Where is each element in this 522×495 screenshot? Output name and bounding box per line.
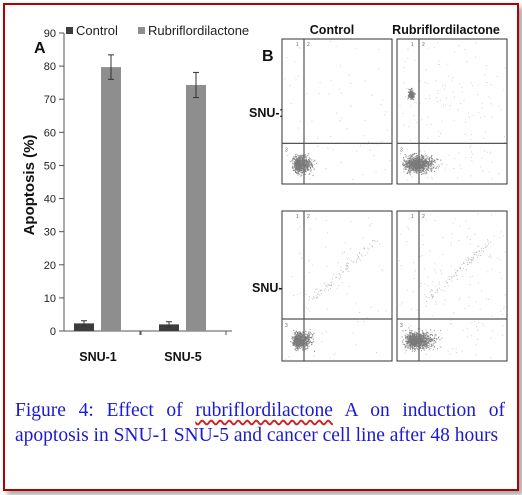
- legend-label-rubriflordilactone: Rubriflordilactone: [148, 23, 249, 38]
- y-tick-label: 40: [44, 194, 56, 206]
- panel-label-a: A: [34, 40, 46, 57]
- caption-rest: A on induction of apoptosis in SNU-1 SNU…: [15, 400, 505, 446]
- row-label-snu1: SNU-1: [249, 106, 287, 120]
- bar-control-snu-1: [74, 323, 94, 331]
- legend-label-control: Control: [76, 23, 118, 38]
- error-bar: [108, 54, 114, 80]
- y-tick-label: 70: [44, 94, 56, 106]
- row-label-snu5: SNU-5: [252, 281, 290, 295]
- quadrant-label: 2: [422, 42, 425, 48]
- column-header-control: Control: [310, 23, 354, 37]
- y-tick-label: 90: [44, 28, 56, 40]
- dot-plot-snu-5-rubriflordilactone: 1 2 3: [396, 210, 508, 362]
- y-tick-label: 20: [44, 260, 56, 272]
- quadrant-label: 1: [411, 214, 414, 220]
- quadrant-label: 2: [307, 42, 310, 48]
- y-tick-label: 80: [44, 61, 56, 73]
- quadrant-label: 2: [307, 214, 310, 220]
- quadrant-label: 2: [422, 214, 425, 220]
- caption-compound: rubriflordilactone: [195, 400, 333, 421]
- x-tick-label-snu-1: SNU-1: [79, 350, 117, 364]
- y-axis-label: Apoptosis (%): [21, 135, 38, 236]
- quadrant-label: 3: [400, 147, 403, 153]
- legend-swatch-rubriflordilactone: [138, 27, 145, 34]
- dot-plot-snu-1-rubriflordilactone: 1 2 3: [396, 38, 508, 185]
- column-header-rubriflordilactone: Rubriflordilactone: [392, 23, 500, 37]
- y-tick-label: 30: [44, 227, 56, 239]
- y-tick-label: 10: [44, 293, 56, 305]
- x-tick-label-snu-5: SNU-5: [164, 350, 202, 364]
- quadrant-label: 3: [285, 147, 288, 153]
- event-dots: [399, 213, 506, 359]
- panel-label-b: B: [262, 48, 274, 65]
- dot-plot-snu-5-control: 1 2 3: [281, 210, 393, 362]
- bar-rubriflordilactone-snu-5: [186, 84, 206, 332]
- figure-caption: Figure 4: Effect of rubriflordilactone A…: [15, 398, 505, 448]
- bar-chart: A Control Rubriflordilactone Apoptosis (…: [21, 23, 249, 364]
- quadrant-label: 1: [296, 214, 299, 220]
- legend-swatch-control: [66, 27, 73, 34]
- quadrant-label: 3: [285, 323, 288, 329]
- quadrant-label: 1: [296, 42, 299, 48]
- dot-plot-snu-1-control: 1 2 3: [281, 38, 393, 185]
- caption-prefix: Figure 4: Effect of: [15, 400, 196, 421]
- y-tick-label: 60: [44, 127, 56, 139]
- quadrant-label: 3: [400, 323, 403, 329]
- event-dots: [399, 42, 506, 181]
- event-dots: [285, 217, 387, 360]
- error-bar: [81, 320, 87, 327]
- flow-cytometry-panel: B Control Rubriflordilactone SNU-1 SNU-5…: [249, 23, 508, 362]
- y-tick-label: 0: [50, 326, 56, 338]
- error-bar: [193, 71, 199, 99]
- bar-rubriflordilactone-snu-1: [101, 67, 121, 332]
- event-dots: [284, 41, 391, 180]
- error-bar: [166, 321, 172, 328]
- bar-control-snu-5: [159, 324, 179, 331]
- y-tick-label: 50: [44, 160, 56, 172]
- quadrant-label: 1: [411, 42, 414, 48]
